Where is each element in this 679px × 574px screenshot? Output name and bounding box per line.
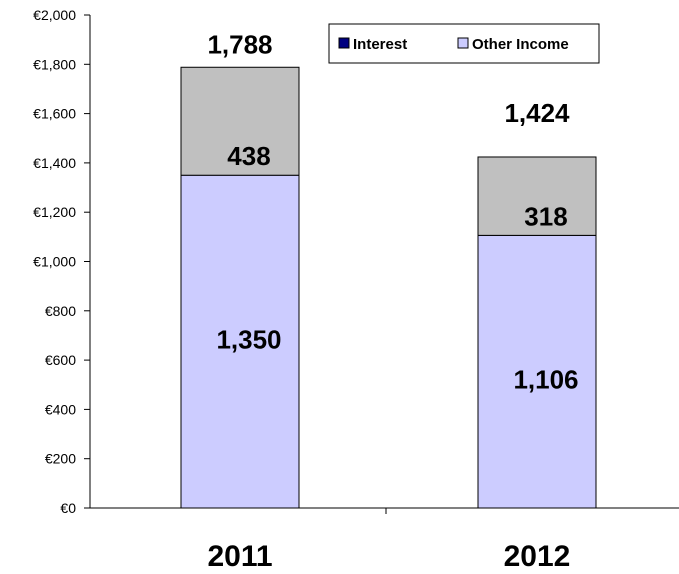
data-labels: 1,350 438 1,788 1,106 318 1,424 (207, 29, 578, 394)
y-tick-label: €200 (45, 451, 76, 467)
segment-data-label: 1,350 (216, 325, 281, 355)
x-category-label: 2011 (207, 540, 272, 573)
x-category-label: 2012 (504, 540, 571, 573)
y-tick-label: €2,000 (33, 7, 76, 23)
bar-segment-other-income (180, 174, 300, 509)
legend: Interest Other Income (328, 23, 600, 64)
y-axis: €0 €200 €400 €600 €800 €1,000 €1,200 €1,400 €1,6… (33, 7, 91, 516)
total-data-label: 1,788 (207, 29, 272, 59)
y-tick-label: €1,000 (33, 254, 76, 270)
y-tick-label: €0 (60, 500, 76, 516)
y-tick-label: €1,600 (33, 106, 76, 122)
x-axis: 2011 2012 (90, 507, 679, 573)
bars (180, 66, 597, 509)
y-tick-label: €1,800 (33, 56, 76, 72)
legend-swatch (338, 37, 350, 49)
legend-swatch (457, 37, 469, 49)
segment-data-label: 318 (524, 201, 567, 231)
y-tick-label: €800 (45, 303, 76, 319)
y-tick-label: €1,400 (33, 155, 76, 171)
y-tick-label: €600 (45, 352, 76, 368)
segment-data-label: 1,106 (513, 365, 578, 395)
bar-segment-other-income (477, 234, 597, 509)
legend-label: Interest (353, 36, 407, 53)
bar-segment-interest (180, 66, 300, 176)
y-tick-label: €1,200 (33, 204, 76, 220)
total-data-label: 1,424 (504, 98, 570, 128)
y-tick-label: €400 (45, 401, 76, 417)
legend-label: Other Income (472, 36, 569, 53)
segment-data-label: 438 (227, 141, 270, 171)
bar-segment-interest (477, 156, 597, 236)
